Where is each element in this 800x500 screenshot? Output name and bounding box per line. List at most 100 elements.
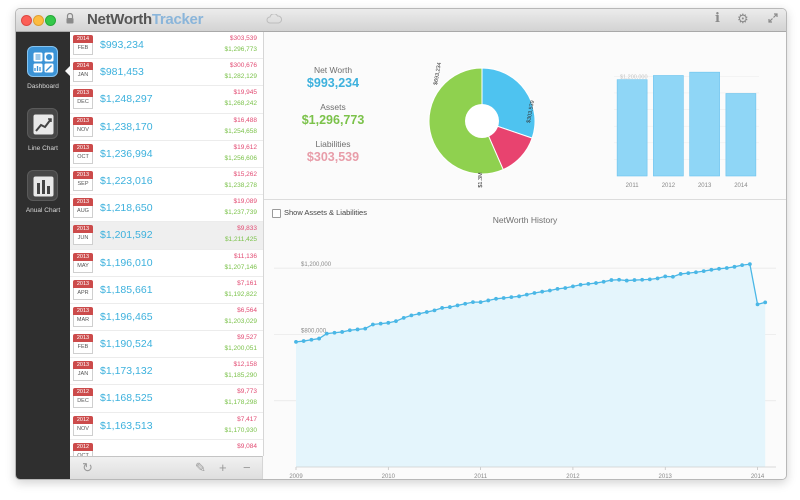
- history-xtick-label: 2012: [566, 474, 580, 479]
- sidebar-item-anual-chart[interactable]: Anual Chart: [16, 166, 70, 230]
- sidebar-item-line-chart[interactable]: Line Chart: [16, 104, 70, 168]
- entry-assets: $1,170,930: [224, 426, 257, 434]
- entry-liabilities: $9,773: [237, 388, 257, 396]
- history-point: [401, 315, 406, 320]
- zoom-window-button[interactable]: [45, 15, 56, 26]
- active-pointer: [65, 66, 70, 76]
- refresh-icon[interactable]: ↻: [82, 460, 93, 475]
- history-point: [347, 328, 352, 333]
- lock-icon[interactable]: [66, 13, 74, 24]
- entry-assets: $1,178,298: [224, 399, 257, 407]
- entry-networth: $1,173,132: [100, 365, 153, 378]
- entry-row[interactable]: 2013 NOV $1,238,170 $16,488 $1,254,658: [70, 114, 263, 141]
- entry-month: JAN: [73, 70, 93, 83]
- entry-year: 2013: [73, 116, 93, 125]
- entry-month: DEC: [73, 396, 93, 409]
- history-point: [586, 281, 591, 286]
- edit-icon[interactable]: ✎: [195, 460, 206, 475]
- app-window: NetWorthTracker i ⚙: [15, 8, 787, 480]
- close-window-button[interactable]: [21, 15, 32, 26]
- history-point: [755, 302, 760, 307]
- entry-year: 2013: [73, 89, 93, 98]
- history-point: [740, 263, 745, 268]
- history-point: [717, 266, 721, 271]
- entry-month: OCT: [73, 450, 93, 456]
- networth-history-chart: $1,200,000$800,000$400,00020092010201120…: [274, 262, 776, 479]
- entry-networth: $1,196,465: [100, 310, 153, 323]
- date-chip: 2013 MAY: [73, 252, 93, 273]
- annual-bar-chart: $1,200,000$1,000,000$800,000$600,000$400…: [614, 71, 759, 189]
- line-chart-tile[interactable]: [27, 108, 58, 139]
- entry-assets: $1,296,773: [224, 46, 257, 53]
- pie-slice-label: $1.3M: [478, 172, 484, 188]
- entry-row[interactable]: 2013 FEB $1,190,524 $9,527 $1,200,051: [70, 331, 263, 359]
- entry-row[interactable]: 2012 DEC $1,168,525 $9,773 $1,178,298: [70, 385, 263, 413]
- history-point: [340, 330, 345, 334]
- add-entry-button[interactable]: +: [219, 460, 227, 475]
- entry-row[interactable]: 2013 JUN $1,201,592 $9,833 $1,211,425: [70, 222, 263, 250]
- entry-networth: $1,185,661: [100, 283, 153, 296]
- breakdown-pie-chart: $693,234 $303,539 $1.3M: [428, 62, 536, 188]
- gear-icon[interactable]: ⚙: [737, 11, 749, 26]
- entry-networth: $1,201,592: [100, 229, 153, 242]
- history-point: [424, 310, 429, 314]
- entry-liabilities: $19,945: [233, 89, 258, 97]
- remove-entry-button[interactable]: −: [243, 460, 251, 475]
- info-icon[interactable]: i: [715, 11, 720, 26]
- history-point: [701, 269, 706, 274]
- bar-xtick-label: 2012: [662, 183, 676, 189]
- sidebar-label-anual-chart: Anual Chart: [25, 207, 61, 214]
- bar-2012: [653, 75, 684, 177]
- entry-row[interactable]: 2012 NOV $1,163,513 $7,417 $1,170,930: [70, 413, 263, 440]
- show-assets-liabilities-checkbox[interactable]: [272, 209, 281, 218]
- history-point: [501, 296, 506, 300]
- entry-networth: $1,190,524: [100, 338, 153, 351]
- minimize-window-button[interactable]: [33, 15, 44, 26]
- history-point: [386, 320, 391, 325]
- date-chip: 2013 APR: [73, 279, 93, 300]
- date-chip: 2012 NOV: [73, 415, 93, 436]
- sidebar-item-dashboard[interactable]: Dashboard: [16, 42, 70, 106]
- entry-networth: $1,248,297: [100, 93, 153, 106]
- entry-row[interactable]: 2013 JAN $1,173,132 $12,158 $1,185,290: [70, 358, 263, 386]
- history-point: [324, 331, 329, 336]
- entry-row[interactable]: 2012 OCT $9,084: [70, 440, 263, 456]
- anual-chart-tile[interactable]: [27, 170, 58, 201]
- date-chip: 2013 AUG: [73, 198, 93, 219]
- history-area: [296, 264, 766, 467]
- date-chip: 2013 DEC: [73, 89, 93, 110]
- entry-row[interactable]: 2013 MAR $1,196,465 $6,564 $1,203,029: [70, 304, 263, 332]
- history-point: [478, 300, 483, 305]
- networth-value: $993,234: [306, 76, 360, 90]
- entry-row[interactable]: 2013 DEC $1,248,297 $19,945 $1,268,242: [70, 86, 263, 114]
- fullscreen-icon[interactable]: [768, 13, 778, 23]
- entry-liabilities: $16,488: [233, 116, 258, 124]
- dashboard-tile[interactable]: [27, 46, 58, 77]
- entry-month: NOV: [73, 124, 93, 137]
- title-bar: NetWorthTracker i ⚙: [16, 9, 786, 32]
- entry-row[interactable]: 2013 OCT $1,236,994 $19,612 $1,256,606: [70, 141, 263, 168]
- entry-assets: $1,256,606: [224, 154, 257, 162]
- history-point: [640, 277, 645, 282]
- entry-assets: $1,282,129: [224, 73, 257, 81]
- dashboard-icon: [33, 52, 54, 73]
- cloud-icon[interactable]: [266, 14, 282, 24]
- entry-row[interactable]: 2013 AUG $1,218,650 $19,089 $1,237,739: [70, 195, 263, 223]
- entry-list[interactable]: 2014 FEB $993,234 $303,539 $1,296,773 2014 JAN…: [70, 32, 264, 456]
- assets-value: $1,296,773: [301, 113, 365, 127]
- entry-assets: $1,238,278: [224, 181, 257, 189]
- entry-year: 2013: [73, 170, 93, 179]
- bar-2013: [689, 71, 720, 177]
- entry-assets: $1,207,146: [224, 263, 257, 271]
- entry-row[interactable]: 2013 SEP $1,223,016 $15,262 $1,238,278: [70, 168, 263, 196]
- history-point: [632, 278, 637, 282]
- line-chart-icon: [33, 114, 54, 135]
- history-ytick-label: $1,200,000: [301, 262, 332, 268]
- entry-row[interactable]: 2013 APR $1,185,661 $7,161 $1,192,822: [70, 277, 263, 304]
- history-point: [686, 271, 691, 276]
- entry-row[interactable]: 2013 MAY $1,196,010 $11,136 $1,207,146: [70, 250, 263, 277]
- entry-row[interactable]: 2014 FEB $993,234 $303,539 $1,296,773: [70, 32, 263, 60]
- entry-row[interactable]: 2014 JAN $981,453 $300,676 $1,282,129: [70, 59, 263, 87]
- networth-label: Net Worth: [313, 65, 353, 75]
- entry-liabilities: $11,136: [233, 252, 257, 260]
